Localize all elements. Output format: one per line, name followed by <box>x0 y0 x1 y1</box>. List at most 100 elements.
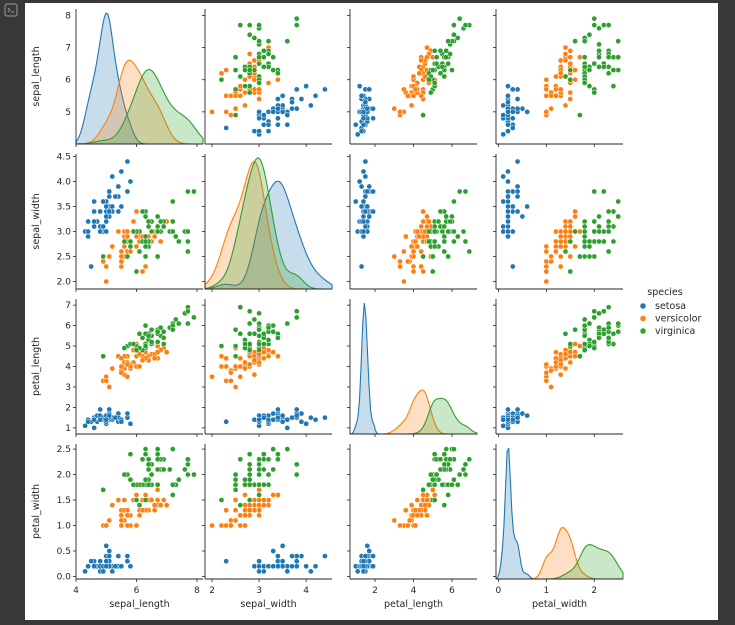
point-versicolor-petal_width-vs-sepal_length <box>121 497 128 503</box>
point-virginica-sepal_length-vs-petal_length <box>431 80 438 86</box>
point-versicolor-petal_width-vs-sepal_length <box>148 497 155 503</box>
point-setosa-petal_length-vs-petal_width <box>505 406 511 413</box>
point-versicolor-petal_width-vs-petal_length <box>408 502 415 508</box>
point-versicolor-petal_width-vs-sepal_width <box>265 497 272 503</box>
point-setosa-petal_width-vs-sepal_width <box>256 568 262 575</box>
point-setosa-petal_width-vs-sepal_length <box>91 563 97 570</box>
point-versicolor-sepal_width-vs-petal_width <box>562 223 569 230</box>
point-virginica-petal_length-vs-petal_width <box>605 304 612 311</box>
point-virginica-sepal_width-vs-sepal_length <box>169 228 176 235</box>
y-tick-label: 6 <box>65 76 71 86</box>
point-virginica-sepal_width-vs-petal_length <box>429 253 436 260</box>
point-setosa-petal_width-vs-sepal_length <box>103 558 110 565</box>
x-axis-title-sepal_length: sepal_length <box>109 599 169 610</box>
point-versicolor-sepal_length-vs-petal_length <box>397 109 403 115</box>
point-versicolor-sepal_width-vs-sepal_length <box>100 258 107 265</box>
point-setosa-sepal_width-vs-petal_length <box>370 188 376 195</box>
point-versicolor-sepal_width-vs-petal_length <box>397 263 403 270</box>
point-virginica-sepal_length-vs-petal_width <box>581 54 588 61</box>
point-virginica-sepal_width-vs-petal_length <box>420 253 426 260</box>
point-versicolor-sepal_length-vs-petal_length <box>410 73 417 80</box>
point-virginica-petal_length-vs-sepal_length <box>185 308 191 315</box>
point-versicolor-sepal_length-vs-sepal_width <box>242 102 248 109</box>
point-setosa-petal_length-vs-sepal_width <box>298 410 305 417</box>
point-versicolor-sepal_width-vs-petal_width <box>548 253 554 260</box>
point-virginica-sepal_length-vs-petal_width <box>596 25 602 32</box>
point-setosa-sepal_length-vs-sepal_width <box>260 112 267 118</box>
point-setosa-sepal_width-vs-sepal_length <box>91 198 97 205</box>
point-virginica-sepal_length-vs-petal_length <box>426 76 432 83</box>
point-virginica-sepal_width-vs-petal_width <box>605 218 612 225</box>
point-versicolor-sepal_length-vs-sepal_width <box>228 112 234 118</box>
point-virginica-petal_length-vs-sepal_length <box>160 341 167 347</box>
point-virginica-petal_length-vs-sepal_length <box>160 335 167 341</box>
point-virginica-petal_width-vs-sepal_width <box>242 481 248 488</box>
point-setosa-sepal_length-vs-petal_width <box>509 115 516 122</box>
point-versicolor-sepal_length-vs-petal_width <box>553 73 559 80</box>
point-versicolor-sepal_length-vs-sepal_width <box>223 67 230 73</box>
point-versicolor-petal_length-vs-sepal_width <box>237 355 244 362</box>
y-tick-label: 2.5 <box>57 445 71 455</box>
point-versicolor-petal_width-vs-sepal_length <box>124 507 131 514</box>
code-output-icon[interactable] <box>4 3 18 17</box>
point-versicolor-sepal_width-vs-petal_width <box>543 278 550 285</box>
point-setosa-petal_length-vs-petal_width <box>505 416 511 423</box>
point-versicolor-sepal_width-vs-petal_length <box>402 233 409 240</box>
point-versicolor-petal_width-vs-sepal_width <box>242 502 248 508</box>
point-virginica-sepal_length-vs-petal_width <box>567 76 574 83</box>
point-virginica-sepal_length-vs-petal_width <box>586 67 593 73</box>
point-virginica-petal_length-vs-sepal_length <box>142 343 149 349</box>
point-setosa-petal_length-vs-sepal_width <box>270 410 277 417</box>
point-setosa-petal_length-vs-sepal_length <box>97 416 104 423</box>
point-versicolor-petal_width-vs-sepal_length <box>157 502 164 508</box>
point-versicolor-sepal_length-vs-petal_length <box>408 102 415 109</box>
y-axis-title-petal_width: petal_width <box>31 484 42 539</box>
point-virginica-petal_width-vs-sepal_length <box>169 481 176 488</box>
point-virginica-sepal_width-vs-sepal_length <box>139 208 146 215</box>
point-setosa-sepal_length-vs-petal_width <box>500 112 507 118</box>
point-virginica-petal_width-vs-sepal_width <box>242 476 248 483</box>
point-versicolor-petal_width-vs-sepal_width <box>246 512 253 519</box>
point-versicolor-sepal_width-vs-petal_width <box>543 258 550 265</box>
point-setosa-sepal_width-vs-petal_width <box>509 203 516 210</box>
point-versicolor-sepal_width-vs-petal_length <box>410 268 417 275</box>
point-virginica-petal_length-vs-petal_width <box>581 332 588 339</box>
point-versicolor-petal_width-vs-sepal_length <box>106 517 113 524</box>
point-setosa-sepal_width-vs-sepal_length <box>124 188 131 195</box>
point-versicolor-sepal_width-vs-petal_width <box>562 238 569 245</box>
point-versicolor-petal_length-vs-sepal_length <box>103 377 110 384</box>
point-virginica-sepal_width-vs-petal_width <box>596 228 602 235</box>
point-versicolor-sepal_width-vs-sepal_length <box>103 263 110 270</box>
point-virginica-petal_width-vs-petal_length <box>451 446 457 452</box>
point-virginica-petal_width-vs-petal_length <box>441 502 448 508</box>
point-virginica-petal_length-vs-sepal_width <box>293 308 300 315</box>
point-versicolor-petal_width-vs-sepal_width <box>242 512 248 519</box>
point-setosa-sepal_width-vs-petal_width <box>505 223 511 230</box>
point-virginica-petal_length-vs-petal_width <box>600 308 607 315</box>
point-virginica-petal_width-vs-sepal_width <box>246 466 253 473</box>
point-virginica-petal_length-vs-sepal_width <box>256 347 262 353</box>
y-tick-label: 7 <box>65 44 71 54</box>
point-setosa-petal_length-vs-petal_width <box>500 416 507 423</box>
point-versicolor-petal_width-vs-sepal_length <box>151 502 158 508</box>
point-setosa-sepal_width-vs-sepal_length <box>118 203 125 210</box>
point-setosa-sepal_width-vs-petal_length <box>362 223 369 230</box>
point-virginica-sepal_length-vs-sepal_width <box>246 22 253 28</box>
point-virginica-petal_length-vs-sepal_width <box>256 320 262 327</box>
point-setosa-sepal_width-vs-petal_length <box>358 263 365 270</box>
point-setosa-sepal_width-vs-sepal_length <box>124 158 131 165</box>
point-versicolor-petal_length-vs-petal_width <box>557 371 564 378</box>
point-virginica-petal_length-vs-petal_width <box>586 320 593 327</box>
point-virginica-sepal_length-vs-petal_width <box>591 60 598 67</box>
point-setosa-sepal_length-vs-petal_length <box>358 92 365 99</box>
point-setosa-sepal_width-vs-petal_width <box>500 223 507 230</box>
point-setosa-petal_width-vs-petal_length <box>360 563 367 570</box>
point-versicolor-sepal_width-vs-petal_width <box>557 243 564 250</box>
point-versicolor-petal_length-vs-sepal_width <box>265 347 272 353</box>
point-versicolor-petal_width-vs-sepal_width <box>228 522 234 529</box>
point-versicolor-petal_width-vs-sepal_width <box>232 507 239 514</box>
point-setosa-sepal_length-vs-petal_width <box>500 131 507 138</box>
point-virginica-petal_width-vs-sepal_length <box>145 456 152 463</box>
point-versicolor-petal_length-vs-sepal_length <box>136 363 143 370</box>
point-setosa-petal_length-vs-petal_width <box>519 410 526 417</box>
